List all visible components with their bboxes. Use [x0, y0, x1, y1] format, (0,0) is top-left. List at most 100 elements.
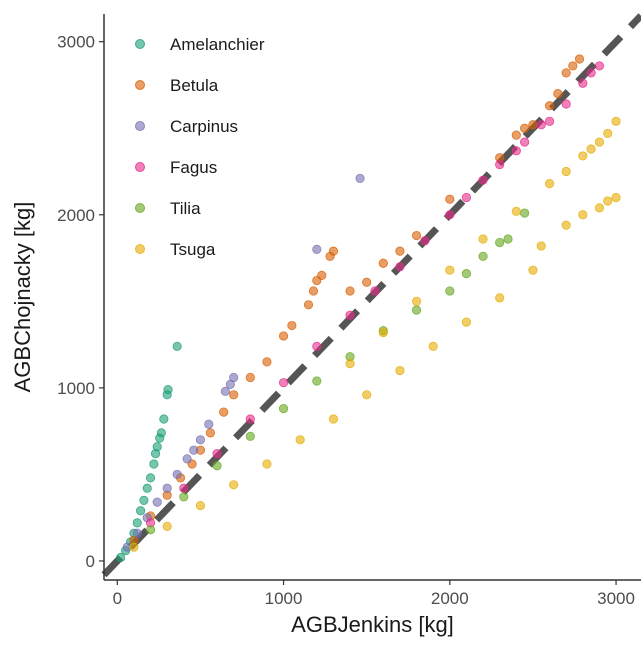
legend-label: Tilia: [170, 199, 201, 218]
data-point-tilia: [445, 286, 455, 296]
legend-swatch: [135, 80, 145, 90]
data-point-tilia: [179, 492, 189, 502]
data-point-tsuga: [578, 210, 588, 220]
data-point-amelanchier: [139, 495, 149, 505]
data-point-amelanchier: [159, 414, 169, 424]
data-point-carpinus: [195, 435, 206, 445]
data-point-tsuga: [162, 521, 172, 531]
data-point-betula: [544, 101, 555, 111]
data-point-fagus: [511, 146, 521, 156]
data-point-tsuga: [461, 317, 472, 327]
data-point-fagus: [578, 78, 588, 88]
data-point-carpinus: [312, 244, 322, 255]
data-point-betula: [511, 130, 521, 140]
legend-label: Fagus: [170, 158, 217, 177]
data-point-amelanchier: [149, 459, 159, 469]
data-point-betula: [568, 61, 578, 71]
data-point-fagus: [370, 286, 380, 296]
series-carpinus: [122, 173, 365, 552]
data-point-carpinus: [355, 173, 365, 184]
axes: [103, 14, 641, 581]
data-point-carpinus: [220, 386, 230, 396]
data-point-fagus: [420, 236, 430, 246]
data-point-tsuga: [611, 116, 621, 126]
data-point-carpinus: [172, 469, 182, 480]
x-tick-label: 2000: [431, 589, 469, 608]
data-point-fagus: [520, 137, 530, 147]
data-point-tsuga: [544, 179, 555, 189]
data-point-carpinus: [162, 483, 172, 493]
data-point-tsuga: [561, 166, 571, 177]
data-point-tilia: [503, 234, 513, 244]
series-tilia: [145, 208, 530, 535]
data-point-carpinus: [189, 445, 199, 455]
data-point-carpinus: [152, 497, 162, 507]
data-point-tilia: [312, 376, 322, 386]
data-point-tilia: [245, 431, 255, 441]
data-point-tsuga: [611, 192, 621, 203]
data-point-tsuga: [578, 151, 588, 161]
y-tick-label: 3000: [57, 33, 95, 52]
legend-swatch: [135, 203, 145, 213]
x-tick-label: 0: [113, 589, 122, 608]
data-point-tilia: [520, 208, 530, 218]
data-point-betula: [308, 286, 319, 296]
data-point-tsuga: [362, 390, 372, 400]
data-point-carpinus: [182, 454, 192, 464]
data-point-tsuga: [411, 296, 422, 306]
data-point-betula: [345, 286, 355, 296]
data-point-tsuga: [495, 293, 505, 303]
y-axis-title: AGBChojnacky [kg]: [10, 202, 35, 393]
data-point-betula: [561, 68, 571, 78]
data-point-fagus: [312, 341, 322, 351]
data-point-betula: [395, 246, 405, 256]
legend-item-tsuga: Tsuga: [135, 240, 216, 259]
data-point-tsuga: [536, 241, 546, 251]
data-point-tsuga: [603, 196, 613, 206]
data-point-tsuga: [445, 265, 455, 275]
data-point-tsuga: [528, 265, 538, 275]
data-point-fagus: [212, 449, 222, 459]
data-point-fagus: [345, 310, 355, 320]
data-point-fagus: [594, 61, 605, 71]
legend-label: Amelanchier: [170, 35, 265, 54]
data-point-carpinus: [229, 372, 239, 383]
y-tick-label: 0: [86, 552, 95, 571]
data-point-tilia: [411, 305, 422, 315]
series-amelanchier: [116, 341, 182, 563]
legend-label: Betula: [170, 76, 219, 95]
data-point-tsuga: [345, 359, 355, 369]
data-point-fagus: [544, 116, 555, 126]
data-point-amelanchier: [142, 483, 152, 493]
data-point-betula: [219, 407, 229, 417]
data-point-tsuga: [195, 500, 206, 511]
data-point-tsuga: [262, 459, 272, 469]
data-point-fagus: [461, 192, 472, 203]
y-tick-label: 1000: [57, 379, 95, 398]
data-point-tsuga: [594, 137, 605, 147]
data-point-carpinus: [132, 528, 142, 538]
data-point-amelanchier: [116, 552, 126, 563]
data-point-betula: [378, 258, 388, 268]
legend-label: Carpinus: [170, 117, 238, 136]
x-tick-label: 3000: [597, 589, 635, 608]
data-point-betula: [574, 54, 585, 64]
series-tsuga: [129, 116, 621, 552]
legend-swatch: [135, 121, 145, 131]
data-point-tsuga: [428, 341, 438, 351]
points-layer: [116, 54, 621, 563]
data-point-betula: [205, 428, 216, 438]
data-point-fagus: [561, 99, 571, 109]
data-point-tilia: [212, 461, 222, 471]
data-point-fagus: [179, 483, 189, 493]
series-fagus: [145, 61, 605, 528]
x-tick-label: 1000: [265, 589, 303, 608]
data-point-betula: [262, 357, 272, 367]
data-point-amelanchier: [156, 428, 166, 438]
data-point-tsuga: [328, 414, 339, 424]
data-point-betula: [445, 194, 455, 204]
data-point-fagus: [445, 210, 455, 220]
data-point-betula: [317, 270, 327, 280]
data-point-betula: [328, 246, 339, 256]
data-point-betula: [528, 120, 538, 130]
